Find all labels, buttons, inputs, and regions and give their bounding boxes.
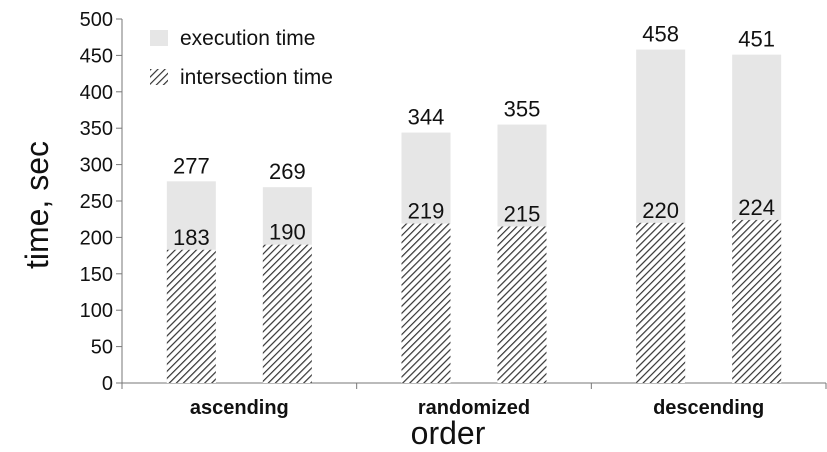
- data-label-intersection-time: 219: [408, 199, 445, 224]
- data-label-intersection-time: 224: [738, 195, 775, 220]
- x-category-label: randomized: [418, 397, 530, 419]
- bar-intersection-time: [166, 249, 216, 383]
- plot-area: 0 50 100 150 200 250 300 350 400 450 500 277 183 269 1…: [80, 9, 827, 419]
- data-label-execution-time: 344: [408, 105, 445, 130]
- data-label-execution-time: 277: [173, 153, 210, 178]
- y-axis-title: time, sec: [19, 141, 55, 269]
- x-axis-title: order: [411, 415, 486, 451]
- data-label-intersection-time: 183: [173, 225, 210, 250]
- y-tick-label: 450: [80, 45, 113, 67]
- legend-label-intersection-time: intersection time: [180, 66, 333, 89]
- y-tick-label: 200: [80, 227, 113, 249]
- legend-label-execution-time: execution time: [180, 27, 315, 50]
- data-label-execution-time: 451: [738, 27, 775, 52]
- y-tick-label: 300: [80, 155, 113, 177]
- legend-swatch-intersection-time: [150, 69, 168, 85]
- data-label-intersection-time: 190: [269, 220, 306, 245]
- bar-intersection-time: [262, 244, 312, 383]
- y-tick-label: 100: [80, 300, 113, 322]
- bar-intersection-time: [636, 222, 686, 383]
- x-category-label: ascending: [190, 397, 289, 419]
- legend-swatch-execution-time: [150, 30, 168, 46]
- data-label-execution-time: 458: [642, 22, 679, 47]
- bar-intersection-time: [732, 219, 782, 383]
- y-tick-label: 350: [80, 118, 113, 140]
- bar-intersection-time: [401, 223, 451, 383]
- bar-intersection-time: [497, 226, 547, 383]
- y-tick-label: 150: [80, 264, 113, 286]
- data-label-intersection-time: 220: [642, 198, 679, 223]
- data-label-execution-time: 355: [504, 97, 541, 122]
- x-category-label: descending: [653, 397, 764, 419]
- y-tick-label: 50: [91, 337, 113, 359]
- legend: execution time intersection time: [150, 27, 333, 89]
- y-tick-label: 250: [80, 191, 113, 213]
- data-label-intersection-time: 215: [504, 201, 541, 226]
- y-tick-label: 400: [80, 82, 113, 104]
- y-tick-label: 500: [80, 9, 113, 31]
- data-label-execution-time: 269: [269, 159, 306, 184]
- y-tick-label: 0: [102, 373, 113, 395]
